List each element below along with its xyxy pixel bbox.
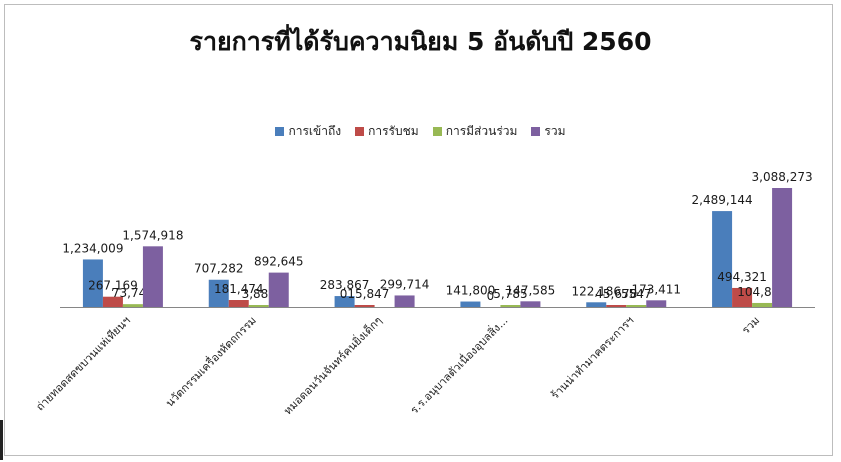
bar-2-5 <box>752 302 773 307</box>
bar-0-2 <box>334 296 355 307</box>
legend-item-1: การรับชม <box>355 122 419 141</box>
bar-3-5 <box>772 188 793 307</box>
bar-3-0 <box>142 246 163 307</box>
bar-2-3 <box>500 305 521 307</box>
data-label-2-4: 5547 <box>621 287 652 301</box>
chart-legend: การเข้าถึง การรับชม การมีส่วนร่วม รวม <box>0 122 841 141</box>
bar-0-5 <box>712 211 733 307</box>
bar-2-4 <box>626 305 647 307</box>
legend-item-0: การเข้าถึง <box>275 122 341 141</box>
bar-3-1 <box>268 272 289 307</box>
data-label-0-0: 1,234,009 <box>62 241 123 255</box>
category-label-3: ร.ร.อนุบาลตัวเนื่องอุบลสิ่ง... <box>406 313 510 417</box>
bar-0-1 <box>208 279 229 307</box>
data-label-3-3: 147,585 <box>506 283 556 297</box>
data-label-3-5: 3,088,273 <box>752 170 813 184</box>
data-label-1-3: 0 <box>487 289 495 303</box>
data-label-1-1: 181,474 <box>214 282 264 296</box>
bar-1-5 <box>732 287 753 307</box>
data-label-2-3: 5,785 <box>493 287 527 301</box>
data-label-0-5: 2,489,144 <box>692 193 753 207</box>
legend-item-2: การมีส่วนร่วม <box>432 122 518 141</box>
chart-title: รายการที่ได้รับความนิยม 5 อันดับปี 2560 <box>189 27 652 56</box>
bar-0-3 <box>460 301 481 307</box>
legend-label: การเข้าถึง <box>288 124 342 138</box>
bar-2-0 <box>122 304 143 307</box>
category-label-0: ถ่ายทอดสดขบวนแห่เทียนฯ <box>33 314 133 414</box>
data-label-1-2: 015,847 <box>340 287 390 301</box>
bar-1-2 <box>354 305 375 307</box>
category-label-2: หมอดอนวันจันทร์คนยิ่งเด็กๆ <box>280 312 385 417</box>
legend-swatch <box>275 127 285 136</box>
data-label-1-0: 267,169 <box>88 279 138 293</box>
data-label-0-4: 122,186 <box>571 284 621 298</box>
category-label-5: รวม <box>739 314 762 337</box>
bar-3-2 <box>394 295 415 307</box>
left-edge-marker <box>0 420 3 460</box>
bar-1-0 <box>102 296 123 307</box>
category-label-4: ร้านน่าทำมาคตระการฯ <box>548 314 636 402</box>
category-label-1: นวัตกรรมเครื่องหัตถกรรม <box>162 313 259 410</box>
data-label-3-1: 892,645 <box>254 255 304 269</box>
bar-3-3 <box>520 301 541 307</box>
legend-swatch <box>432 127 442 136</box>
bar-3-4 <box>646 300 667 307</box>
data-label-3-2: 299,714 <box>380 277 430 291</box>
legend-label: การมีส่วนร่วม <box>445 124 518 138</box>
legend-item-3: รวม <box>531 122 566 141</box>
bar-0-4 <box>586 302 607 307</box>
bar-2-1 <box>248 305 269 307</box>
data-label-3-4: 173,411 <box>631 282 681 296</box>
data-label-2-1: 3,889 <box>242 287 276 301</box>
data-label-0-1: 707,282 <box>194 262 244 276</box>
legend-label: รวม <box>544 124 566 138</box>
bar-1-1 <box>228 300 249 307</box>
data-label-0-3: 141,800 <box>446 284 496 298</box>
data-label-3-0: 1,574,918 <box>122 228 183 242</box>
data-label-0-2: 283,867 <box>320 278 370 292</box>
legend-label: การรับชม <box>368 124 419 138</box>
bar-0-0 <box>82 259 103 307</box>
legend-swatch <box>531 127 541 136</box>
data-label-1-5: 494,321 <box>717 270 767 284</box>
chart-frame <box>4 4 833 456</box>
bar-1-4 <box>606 305 627 307</box>
legend-swatch <box>355 127 365 136</box>
data-label-1-4: 45,678 <box>595 287 637 301</box>
